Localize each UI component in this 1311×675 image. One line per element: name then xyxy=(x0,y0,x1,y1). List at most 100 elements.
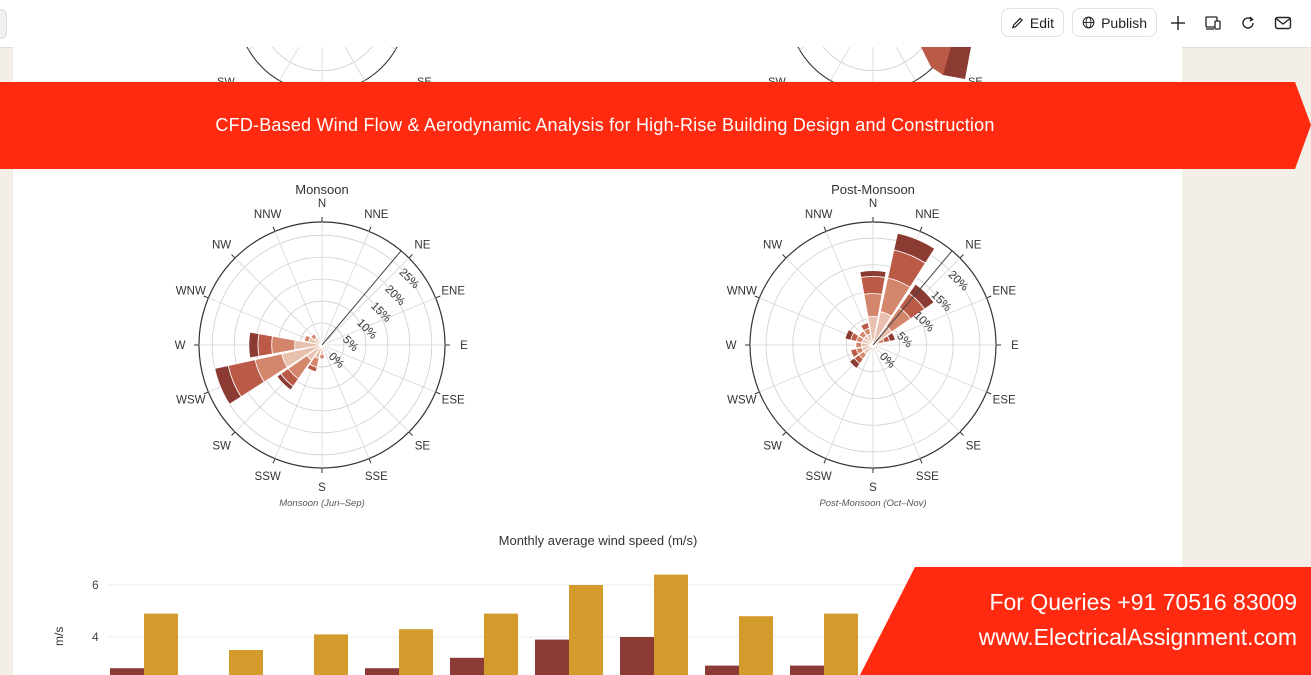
edit-label: Edit xyxy=(1029,14,1054,31)
rose-direction-label: W xyxy=(726,340,737,352)
publish-button[interactable]: Publish xyxy=(1072,8,1157,37)
rose-spoke xyxy=(321,344,436,393)
rose-bar-segment xyxy=(248,331,260,359)
bar xyxy=(654,574,688,675)
rose-tick xyxy=(919,458,923,464)
rose-bar-segment xyxy=(850,348,860,358)
rose-bar-segment xyxy=(276,373,294,391)
rose-bar-segment xyxy=(863,293,883,318)
rose-tick xyxy=(272,458,276,464)
rose-tick xyxy=(435,391,441,395)
rose-title-monsoon: Monsoon xyxy=(295,182,349,197)
edit-button[interactable]: Edit xyxy=(1001,8,1064,37)
rose-bar-segment xyxy=(306,363,318,373)
banner-title: CFD-Based Wind Flow & Aerodynamic Analys… xyxy=(215,115,995,135)
rose-direction-label: WNW xyxy=(727,286,757,298)
rose-radial-tick-label: 20% xyxy=(946,269,971,294)
bar xyxy=(314,634,348,675)
rose-caption-post-monsoon: Post-Monsoon (Oct–Nov) xyxy=(819,498,927,509)
refresh-button[interactable] xyxy=(1237,12,1259,34)
rose-direction-label: NNW xyxy=(254,209,282,221)
rose-tick xyxy=(435,295,441,299)
device-preview-button[interactable] xyxy=(1202,12,1224,34)
rose-spoke xyxy=(274,231,323,346)
rose-radial-axis xyxy=(872,250,953,346)
rose-radial-tick-label: 20% xyxy=(382,283,407,308)
bar xyxy=(450,657,484,675)
rose-bar-segment xyxy=(886,332,896,342)
rose-direction-label: NNE xyxy=(915,209,940,221)
rose-tick xyxy=(919,226,923,232)
rose-bar-segment xyxy=(271,335,296,355)
rose-caption-monsoon: Monsoon (Jun–Sep) xyxy=(279,498,365,509)
rose-direction-label: ESE xyxy=(442,394,465,406)
partial-rose-spoke xyxy=(830,47,851,81)
rose-tick xyxy=(368,226,372,232)
rose-title-post-monsoon: Post-Monsoon xyxy=(831,182,915,197)
mail-button[interactable] xyxy=(1272,12,1294,34)
rose-direction-label: NE xyxy=(414,240,430,252)
rose-direction-label: SSW xyxy=(255,471,281,483)
rose-bar-segment xyxy=(318,340,323,346)
left-panel-handle[interactable] xyxy=(0,9,7,39)
bar-chart-title: Monthly average wind speed (m/s) xyxy=(498,533,698,548)
rose-tick xyxy=(203,391,209,395)
rose-direction-label: SE xyxy=(415,440,431,452)
contact-website[interactable]: www.ElectricalAssignment.com xyxy=(978,624,1297,650)
rose-direction-label: SSE xyxy=(365,471,388,483)
rose-bar-segment xyxy=(214,365,242,405)
partial-rose-bar xyxy=(921,47,951,75)
bar xyxy=(824,613,858,675)
bar xyxy=(110,668,144,675)
rose-direction-label: N xyxy=(869,198,877,210)
contact-badge: For Queries +91 70516 83009 www.Electric… xyxy=(860,567,1311,675)
rose-bar-segment xyxy=(848,357,861,370)
rose-direction-label: SSW xyxy=(806,471,832,483)
rose-tick xyxy=(823,458,827,464)
partial-rose-spoke xyxy=(799,47,805,50)
rose-tick xyxy=(959,431,964,436)
title-banner: CFD-Based Wind Flow & Aerodynamic Analys… xyxy=(0,82,1311,169)
bar xyxy=(739,616,773,675)
rose-tick xyxy=(231,254,236,259)
rose-tick xyxy=(368,458,372,464)
rose-bar-segment xyxy=(859,270,887,278)
ytick-6: 6 xyxy=(92,578,99,592)
partial-rose-spoke xyxy=(390,47,396,50)
partial-rose-label-se: SE xyxy=(968,76,983,87)
partial-rose-spoke xyxy=(344,47,365,81)
bar xyxy=(399,629,433,675)
rose-spoke xyxy=(321,297,436,346)
bar xyxy=(569,585,603,675)
rose-tick xyxy=(986,295,992,299)
rose-tick xyxy=(959,254,964,259)
bar xyxy=(535,639,569,675)
ytick-4: 4 xyxy=(92,630,99,644)
rose-direction-label: N xyxy=(318,198,326,210)
rose-tick xyxy=(754,295,760,299)
rose-bar-segment xyxy=(303,334,311,343)
bar xyxy=(229,650,263,675)
rose-spoke xyxy=(321,231,370,346)
globe-icon xyxy=(1082,16,1095,29)
rose-tick xyxy=(408,431,413,436)
partial-rose-label-se: SE xyxy=(417,76,432,87)
rose-direction-label: S xyxy=(318,482,326,494)
add-button[interactable] xyxy=(1167,12,1189,34)
rose-direction-label: E xyxy=(1011,340,1019,352)
partial-rose-right: SW SE xyxy=(768,47,983,87)
rose-bar-segment xyxy=(893,232,936,264)
wind-rose-post-monsoon: NNNENEENEEESESESSESSSWSWWSWWWNWNWNNW0%5%… xyxy=(726,198,1020,494)
bar xyxy=(365,668,399,675)
rose-tick xyxy=(782,254,787,259)
rose-bar-segment xyxy=(319,353,325,360)
monthly-wind-bar-chart xyxy=(108,574,1170,675)
rose-direction-label: NW xyxy=(763,240,782,252)
contact-phone[interactable]: For Queries +91 70516 83009 xyxy=(989,589,1297,615)
rose-direction-label: SW xyxy=(763,440,782,452)
rose-radial-tick-label: 25% xyxy=(396,267,421,292)
rose-tick xyxy=(203,295,209,299)
rose-direction-label: SW xyxy=(212,440,231,452)
rose-direction-label: WNW xyxy=(176,286,206,298)
rose-tick xyxy=(408,254,413,259)
